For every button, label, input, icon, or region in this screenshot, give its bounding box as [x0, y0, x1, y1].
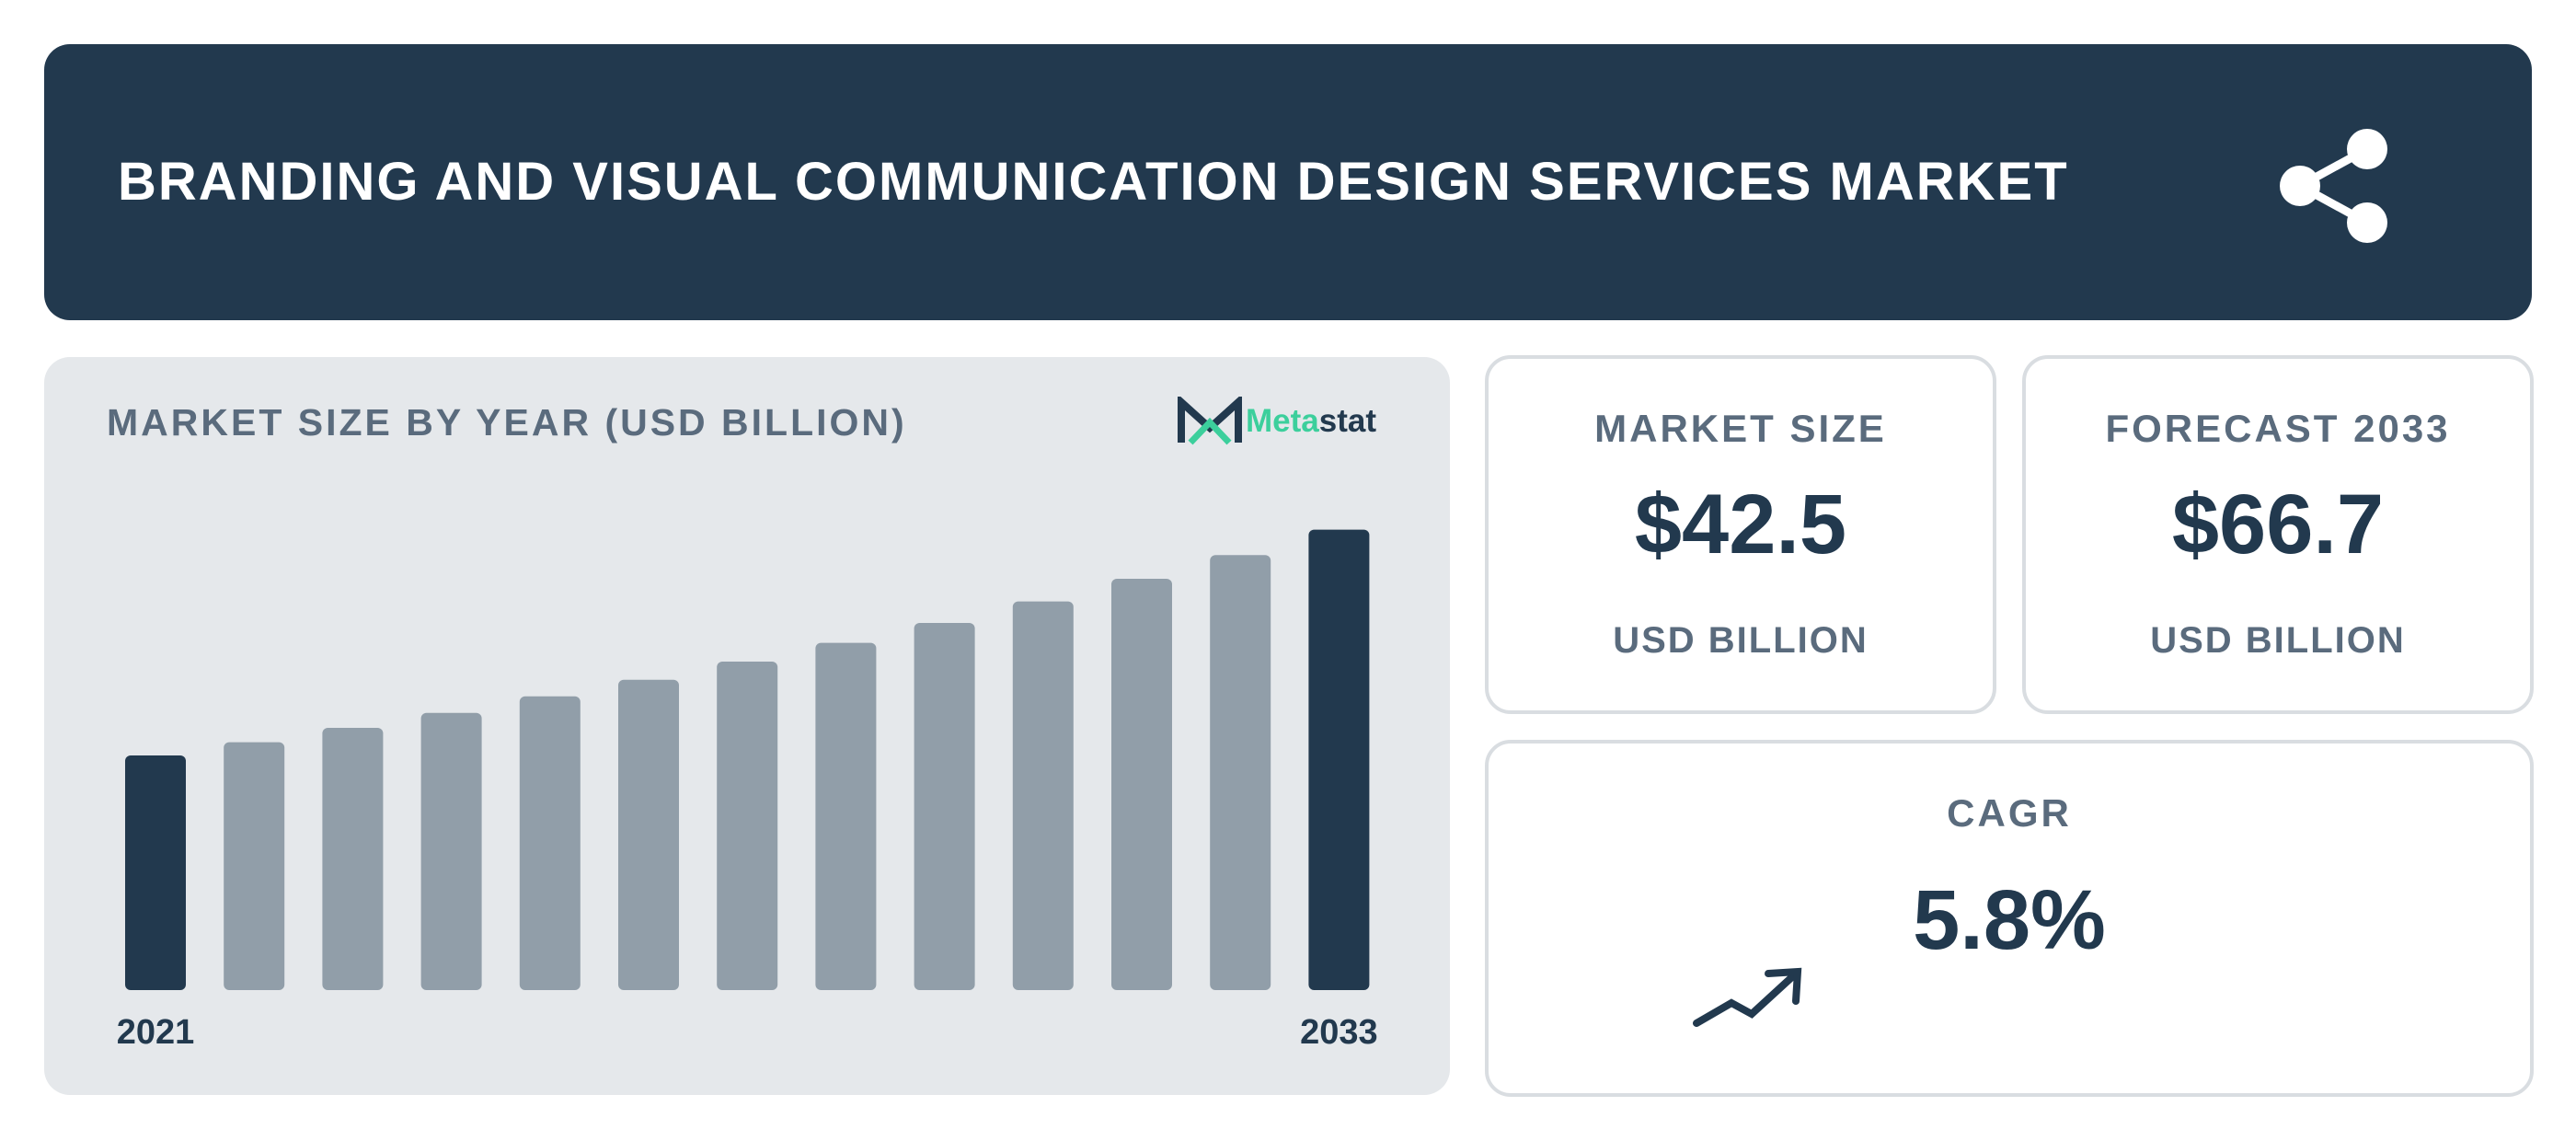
metastat-logo: Metastat — [1178, 394, 1376, 449]
forecast-unit: USD BILLION — [2150, 620, 2406, 661]
logo-wordmark: Metastat — [1246, 403, 1376, 440]
bar-2025 — [519, 696, 581, 990]
bar-2029 — [914, 623, 975, 990]
cagr-value: 5.8% — [1913, 873, 2106, 967]
bar-2031 — [1111, 579, 1172, 990]
logo-text-meta: Meta — [1246, 403, 1319, 439]
cagr-label: CAGR — [1947, 791, 2072, 835]
tick-label-2033: 2033 — [1300, 1013, 1378, 1052]
share-icon[interactable] — [2271, 118, 2399, 247]
market-size-label: MARKET SIZE — [1594, 407, 1887, 450]
chart-panel: 2021 2033 MARKET SIZE BY YEAR (USD BILLIO… — [44, 357, 1450, 1095]
forecast-label: FORECAST 2033 — [2105, 407, 2451, 450]
logo-text-stat: stat — [1318, 403, 1376, 439]
bar-2030 — [1012, 601, 1074, 990]
forecast-card: FORECAST 2033 $66.7 USD BILLION — [2022, 355, 2534, 714]
bar-2032 — [1210, 555, 1271, 990]
forecast-value: $66.7 — [2171, 478, 2385, 571]
market-size-unit: USD BILLION — [1613, 620, 1869, 661]
bar-2024 — [420, 712, 482, 990]
market-size-value: $42.5 — [1634, 478, 1847, 571]
bar-2028 — [815, 642, 877, 990]
bar-2033 — [1308, 529, 1370, 990]
chart-title: MARKET SIZE BY YEAR (USD BILLION) — [107, 401, 907, 444]
trend-up-icon — [1693, 967, 1802, 1027]
header-banner: BRANDING AND VISUAL COMMUNICATION DESIGN… — [44, 44, 2532, 320]
page-title: BRANDING AND VISUAL COMMUNICATION DESIGN… — [118, 152, 2069, 212]
bar-2026 — [618, 679, 679, 990]
bar-2027 — [717, 662, 778, 990]
market-size-chart: 2021 2033 — [117, 529, 1378, 1052]
bar-2021 — [125, 755, 186, 990]
metastat-logo-mark — [1178, 397, 1242, 445]
cagr-card: CAGR 5.8% — [1485, 740, 2534, 1097]
tick-label-2021: 2021 — [117, 1013, 195, 1052]
market-size-card: MARKET SIZE $42.5 USD BILLION — [1485, 355, 1996, 714]
bar-2023 — [322, 728, 384, 990]
bar-2022 — [224, 742, 285, 990]
